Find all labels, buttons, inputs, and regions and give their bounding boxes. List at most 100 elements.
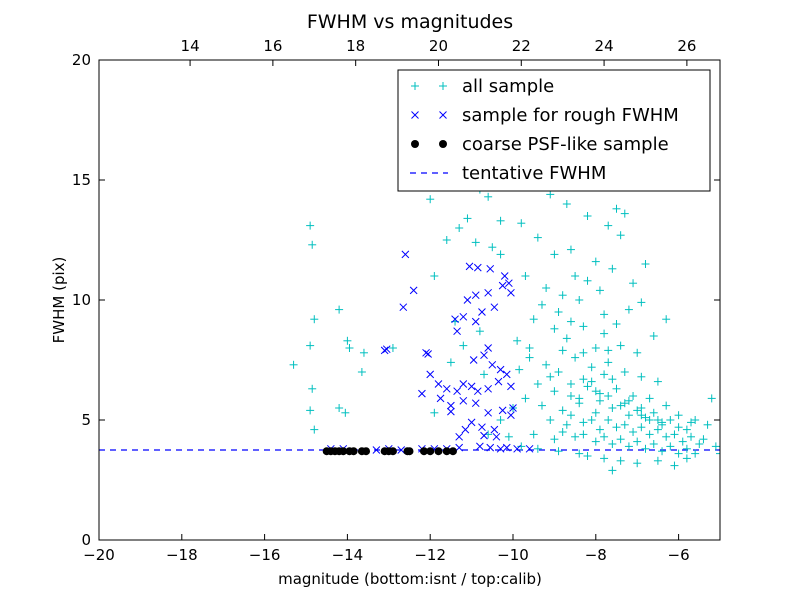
point-all-sample [496,416,505,424]
point-all-sample [620,399,629,408]
point-sample-for-rough-fwhm [436,394,445,403]
point-all-sample [600,454,609,463]
point-sample-for-rough-fwhm [447,407,455,416]
x-tick-label: −14 [332,546,364,564]
point-sample-for-rough-fwhm [513,444,521,453]
point-all-sample [359,348,368,357]
point-all-sample [616,456,625,465]
point-sample-for-rough-fwhm [484,384,493,393]
point-all-sample [558,346,567,355]
point-sample-for-rough-fwhm [471,317,480,326]
point-all-sample [600,432,609,441]
point-sample-for-rough-fwhm [465,262,474,271]
legend-swatch [411,82,419,90]
point-all-sample [533,233,542,242]
top-tick-label: 26 [677,37,696,55]
y-axis-label: FWHM (pix) [50,257,68,344]
point-all-sample [687,432,696,441]
x-tick-label: −6 [668,546,690,564]
legend-swatch [411,111,419,119]
point-all-sample [480,370,489,379]
point-sample-for-rough-fwhm [502,370,511,379]
point-all-sample [595,389,604,398]
point-all-sample [343,336,352,345]
point-all-sample [583,212,592,220]
legend-box [397,69,711,192]
point-all-sample [306,406,315,415]
point-sample-for-rough-fwhm [455,443,464,452]
point-all-sample [600,370,609,379]
point-all-sample [595,396,604,405]
point-all-sample [645,430,654,439]
point-all-sample [335,305,344,314]
point-all-sample [471,238,480,247]
point-all-sample [583,452,592,460]
x-axis-label: magnitude (bottom:isnt / top:calib) [278,570,542,588]
x-tick-label: −10 [497,546,529,564]
point-sample-for-rough-fwhm [382,345,391,354]
point-sample-for-rough-fwhm [463,296,472,304]
point-all-sample [513,336,522,345]
point-sample-for-rough-fwhm [498,406,507,415]
point-sample-for-rough-fwhm [496,365,505,374]
point-all-sample [624,442,633,451]
x-tick-label: −12 [414,546,446,564]
point-all-sample [566,411,575,420]
point-all-sample [558,428,567,436]
point-sample-for-rough-fwhm [471,399,480,408]
point-all-sample [517,442,526,451]
point-all-sample [575,449,584,458]
x-tick-label: −16 [249,546,281,564]
point-all-sample [624,411,633,420]
point-all-sample [442,236,451,244]
point-all-sample [612,320,621,328]
point-all-sample [633,348,642,357]
point-all-sample [604,416,613,424]
point-sample-for-rough-fwhm [469,356,478,364]
point-all-sample [666,416,675,424]
point-all-sample [587,377,596,386]
point-coarse-psf-like-sample [448,447,457,456]
point-all-sample [633,437,642,446]
point-all-sample [558,406,567,415]
point-all-sample [341,408,350,417]
y-tick-label: 10 [72,291,91,309]
point-all-sample [484,192,493,201]
point-sample-for-rough-fwhm [490,303,499,312]
point-all-sample [600,329,609,338]
point-all-sample [517,219,526,228]
series-coarse-psf-like-sample [322,447,457,456]
point-all-sample [591,437,600,446]
point-all-sample [608,375,617,384]
point-all-sample [579,375,588,384]
point-all-sample [595,286,604,295]
point-all-sample [566,380,575,388]
point-all-sample [629,392,638,400]
point-all-sample [604,221,613,230]
point-all-sample [529,315,538,324]
point-all-sample [624,305,633,314]
top-tick-label: 18 [346,37,365,55]
point-sample-for-rough-fwhm [451,315,459,324]
point-all-sample [674,423,683,432]
point-sample-for-rough-fwhm [426,370,435,379]
point-all-sample [616,435,625,444]
point-all-sample [649,440,658,448]
x-tick-label: −18 [166,546,198,564]
point-all-sample [678,437,687,446]
point-all-sample [670,430,679,439]
point-all-sample [620,420,629,429]
point-all-sample [653,425,662,434]
point-coarse-psf-like-sample [442,447,451,456]
point-all-sample [629,279,638,288]
top-tick-label: 22 [512,37,531,55]
point-sample-for-rough-fwhm [455,432,464,441]
point-sample-for-rough-fwhm [505,279,513,288]
point-all-sample [662,401,671,410]
point-sample-for-rough-fwhm [473,263,482,272]
y-axis: 0 5 10 15 20 [72,51,720,549]
legend-item-all-sample: all sample [411,76,554,97]
point-all-sample [670,461,679,470]
point-all-sample [306,341,315,350]
top-tick-label: 24 [595,37,614,55]
